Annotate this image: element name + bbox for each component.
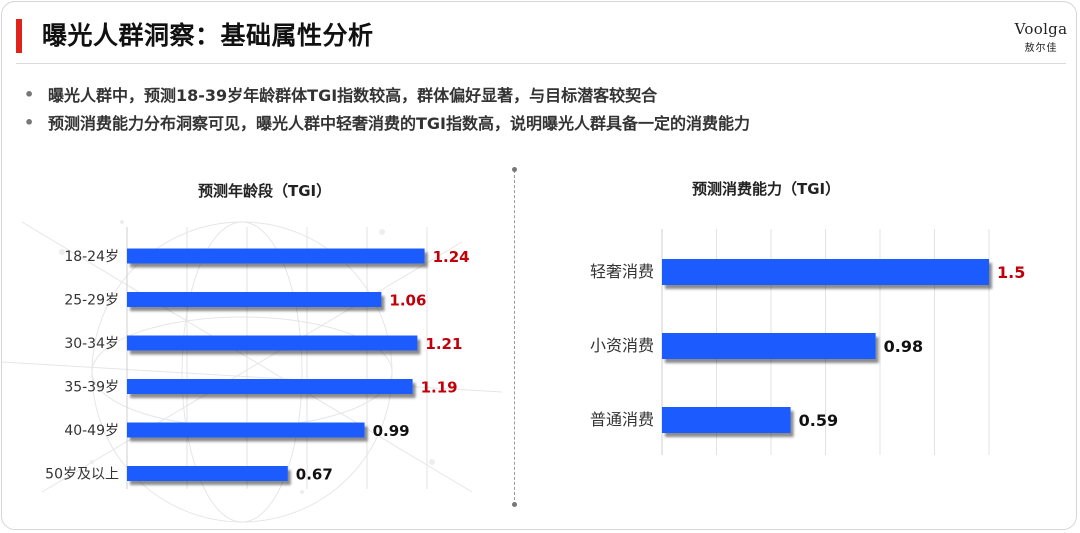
bar [127, 292, 382, 307]
category-label: 25-29岁 [64, 293, 119, 309]
value-label: 1.21 [425, 335, 462, 353]
category-label: 普通消费 [590, 410, 654, 429]
consumption-tgi-chart: 轻奢消费 1.5 小资消费 0.98 普通消费 0.59 [590, 229, 1025, 455]
page-title: 曝光人群洞察：基础属性分析 [42, 21, 374, 50]
bar [662, 407, 791, 433]
summary-bullet-text: 曝光人群中，预测18-39岁年龄群体TGI指数较高，群体偏好显著，与目标潜客较契… [48, 86, 658, 105]
summary-bullets: • 曝光人群中，预测18-39岁年龄群体TGI指数较高，群体偏好显著，与目标潜客… [24, 80, 750, 136]
bar [662, 333, 876, 359]
age-tgi-chart: 18-24岁 1.24 25-29岁 1.06 30-34岁 1.21 35-39岁 1.19… [45, 227, 470, 489]
bar [127, 248, 425, 264]
category-label: 小资消费 [590, 336, 654, 355]
category-label: 50岁及以上 [45, 467, 119, 483]
value-label: 1.24 [433, 248, 470, 266]
title-accent-bar [16, 19, 22, 53]
bar [127, 379, 413, 394]
logo-wordmark: Voolga [1014, 20, 1068, 38]
bullet-dot-icon: • [24, 112, 35, 132]
bar [662, 259, 989, 285]
age-chart-title: 预测年龄段（TGI） [198, 182, 332, 200]
divider-endpoint-dot [512, 167, 517, 172]
bar [127, 466, 288, 481]
value-label: 0.59 [799, 411, 838, 430]
category-label: 40-49岁 [64, 423, 119, 439]
logo-chinese: 敖尔佳 [1024, 43, 1058, 54]
consumption-chart-title: 预测消费能力（TGI） [692, 180, 841, 198]
value-label: 1.5 [997, 263, 1025, 282]
bar [127, 422, 365, 438]
category-label: 30-34岁 [64, 336, 119, 352]
value-label: 1.06 [389, 292, 426, 310]
bar [127, 335, 418, 351]
header-divider [16, 63, 1066, 64]
value-label: 0.67 [296, 466, 333, 484]
category-label: 35-39岁 [64, 380, 119, 396]
summary-bullet: • 曝光人群中，预测18-39岁年龄群体TGI指数较高，群体偏好显著，与目标潜客… [24, 80, 750, 108]
brand-logo: Voolga 敖尔佳 [1012, 20, 1070, 54]
category-label: 18-24岁 [64, 249, 119, 265]
category-label: 轻奢消费 [590, 262, 654, 281]
value-label: 0.99 [373, 422, 410, 440]
divider-endpoint-dot [512, 502, 517, 507]
summary-bullet-text: 预测消费能力分布洞察可见，曝光人群中轻奢消费的TGI指数高，说明曝光人群具备一定… [48, 114, 751, 133]
value-label: 0.98 [884, 337, 923, 356]
center-dashed-divider [514, 170, 515, 505]
summary-bullet: • 预测消费能力分布洞察可见，曝光人群中轻奢消费的TGI指数高，说明曝光人群具备… [24, 108, 750, 136]
value-label: 1.19 [421, 379, 458, 397]
bullet-dot-icon: • [24, 84, 35, 104]
